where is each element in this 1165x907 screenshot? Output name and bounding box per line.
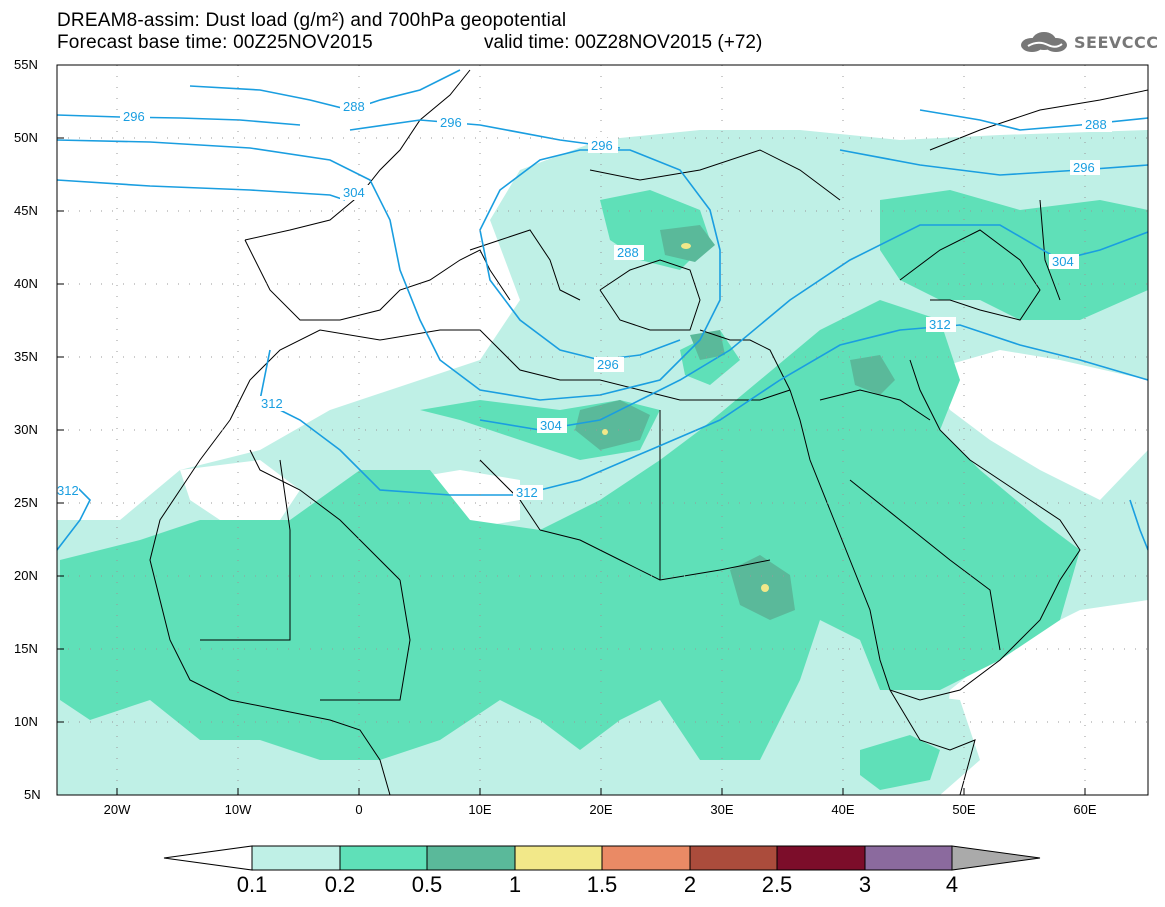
seevccc-logo: SEEVCCC (1018, 30, 1159, 54)
colorbar-end-right (951, 845, 1041, 871)
colorbar-swatch (339, 845, 428, 871)
contour-label: 296 (591, 138, 613, 153)
colorbar-label: 0.5 (411, 872, 443, 897)
colorbar-label: 0.1 (236, 872, 268, 897)
contour-label: 288 (617, 245, 639, 260)
logo-text: SEEVCCC (1074, 32, 1159, 52)
map-area: 296 288 296 304 296 288 296 288 304 312 … (57, 65, 1148, 795)
lon-label: 10E (468, 802, 492, 817)
colorbar-label: 2 (683, 872, 697, 897)
colorbar-swatch (689, 845, 778, 871)
colorbar-label: 1 (508, 872, 522, 897)
colorbar (163, 845, 1041, 871)
lon-label: 60E (1073, 802, 1097, 817)
contour-label: 288 (1085, 117, 1107, 132)
colorbar-label: 2.5 (761, 872, 793, 897)
colorbar-swatch (864, 845, 953, 871)
contour-label: 312 (261, 396, 283, 411)
chart-title: DREAM8-assim: Dust load (g/m²) and 700hP… (57, 10, 567, 31)
contour-label: 312 (57, 483, 79, 498)
colorbar-swatch (601, 845, 691, 871)
lat-label: 55N (14, 57, 38, 72)
lon-label: 20W (103, 802, 131, 817)
lat-label: 25N (14, 495, 38, 510)
colorbar-label: 4 (945, 872, 959, 897)
contour-label: 304 (540, 418, 562, 433)
contour-label: 304 (1052, 254, 1074, 269)
lat-label: 10N (14, 714, 38, 729)
contour-label: 304 (343, 185, 365, 200)
lon-label: 0 (355, 802, 363, 817)
lon-label: 10W (224, 802, 252, 817)
lat-label: 30N (14, 422, 38, 437)
valid-time: valid time: 00Z28NOV2015 (+72) (484, 32, 763, 53)
lat-label: 5N (24, 787, 41, 802)
lon-label: 20E (589, 802, 613, 817)
contour-labels: 296 288 296 304 296 288 296 288 304 312 … (57, 99, 1112, 500)
cloud-icon (1021, 32, 1067, 52)
colorbar-swatch (776, 845, 866, 871)
coastlines (149, 69, 1148, 795)
contour-label: 288 (343, 99, 365, 114)
lat-label: 45N (14, 203, 38, 218)
colorbar-swatch (426, 845, 516, 871)
colorbar-swatch (514, 845, 603, 871)
contour-label: 296 (440, 115, 462, 130)
contour-label: 296 (1073, 160, 1095, 175)
colorbar-label: 0.2 (324, 872, 356, 897)
lat-label: 40N (14, 276, 38, 291)
lon-label: 30E (710, 802, 734, 817)
colorbar-label: 3 (858, 872, 872, 897)
contour-label: 312 (929, 317, 951, 332)
contour-label: 296 (597, 357, 619, 372)
colorbar-end-left (163, 845, 253, 871)
lat-label: 15N (14, 641, 38, 656)
lat-label: 20N (14, 568, 38, 583)
lat-label: 50N (14, 130, 38, 145)
contour-label: 312 (516, 485, 538, 500)
axis-ticks (57, 64, 1086, 795)
lat-label: 35N (14, 349, 38, 364)
lon-label: 40E (831, 802, 855, 817)
contour-label: 296 (123, 109, 145, 124)
colorbar-swatch (251, 845, 341, 871)
dust-layer-yellow (602, 243, 769, 592)
colorbar-label: 1.5 (586, 872, 618, 897)
lon-label: 50E (952, 802, 976, 817)
forecast-base-time: Forecast base time: 00Z25NOV2015 (57, 32, 373, 53)
